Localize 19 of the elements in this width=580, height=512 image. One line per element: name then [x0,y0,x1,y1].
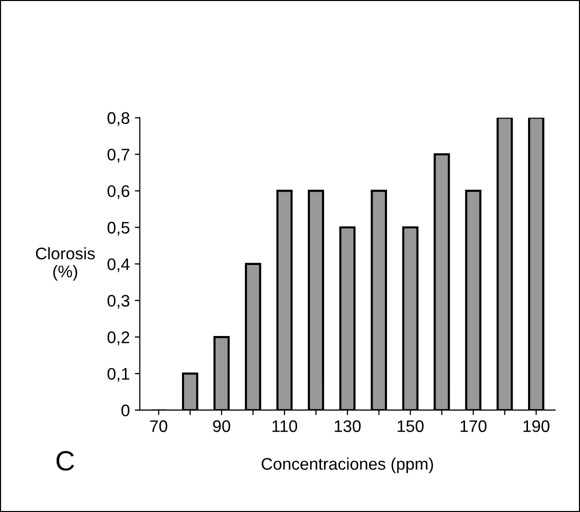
y-axis-title: Clorosis (%) [36,247,95,281]
text: C [56,451,74,471]
x-tick-label: 90 [213,420,230,432]
y-tick-label: 0,6 [108,185,130,200]
x-tick-label: 110 [272,420,298,432]
y-tick-label: 0 [121,404,130,416]
y-tick-label: 0,1 [108,368,130,382]
x-tick-label: 170 [460,420,487,432]
y-tick-label: 0,5 [108,222,130,236]
x-tick-label: 190 [524,420,550,432]
x-tick-label: 70 [150,420,168,432]
x-tick-label: 150 [398,420,424,432]
x-tick-label: 130 [334,420,361,432]
y-tick-label: 0,2 [108,331,130,346]
y-tick-label: 0,3 [108,294,130,309]
y-tick-label: 0,8 [108,112,130,126]
x-axis-title: Concentraciones (ppm) [262,458,434,474]
y-tick-label: 0,7 [108,148,130,162]
y-tick-label: 0,4 [108,258,130,272]
